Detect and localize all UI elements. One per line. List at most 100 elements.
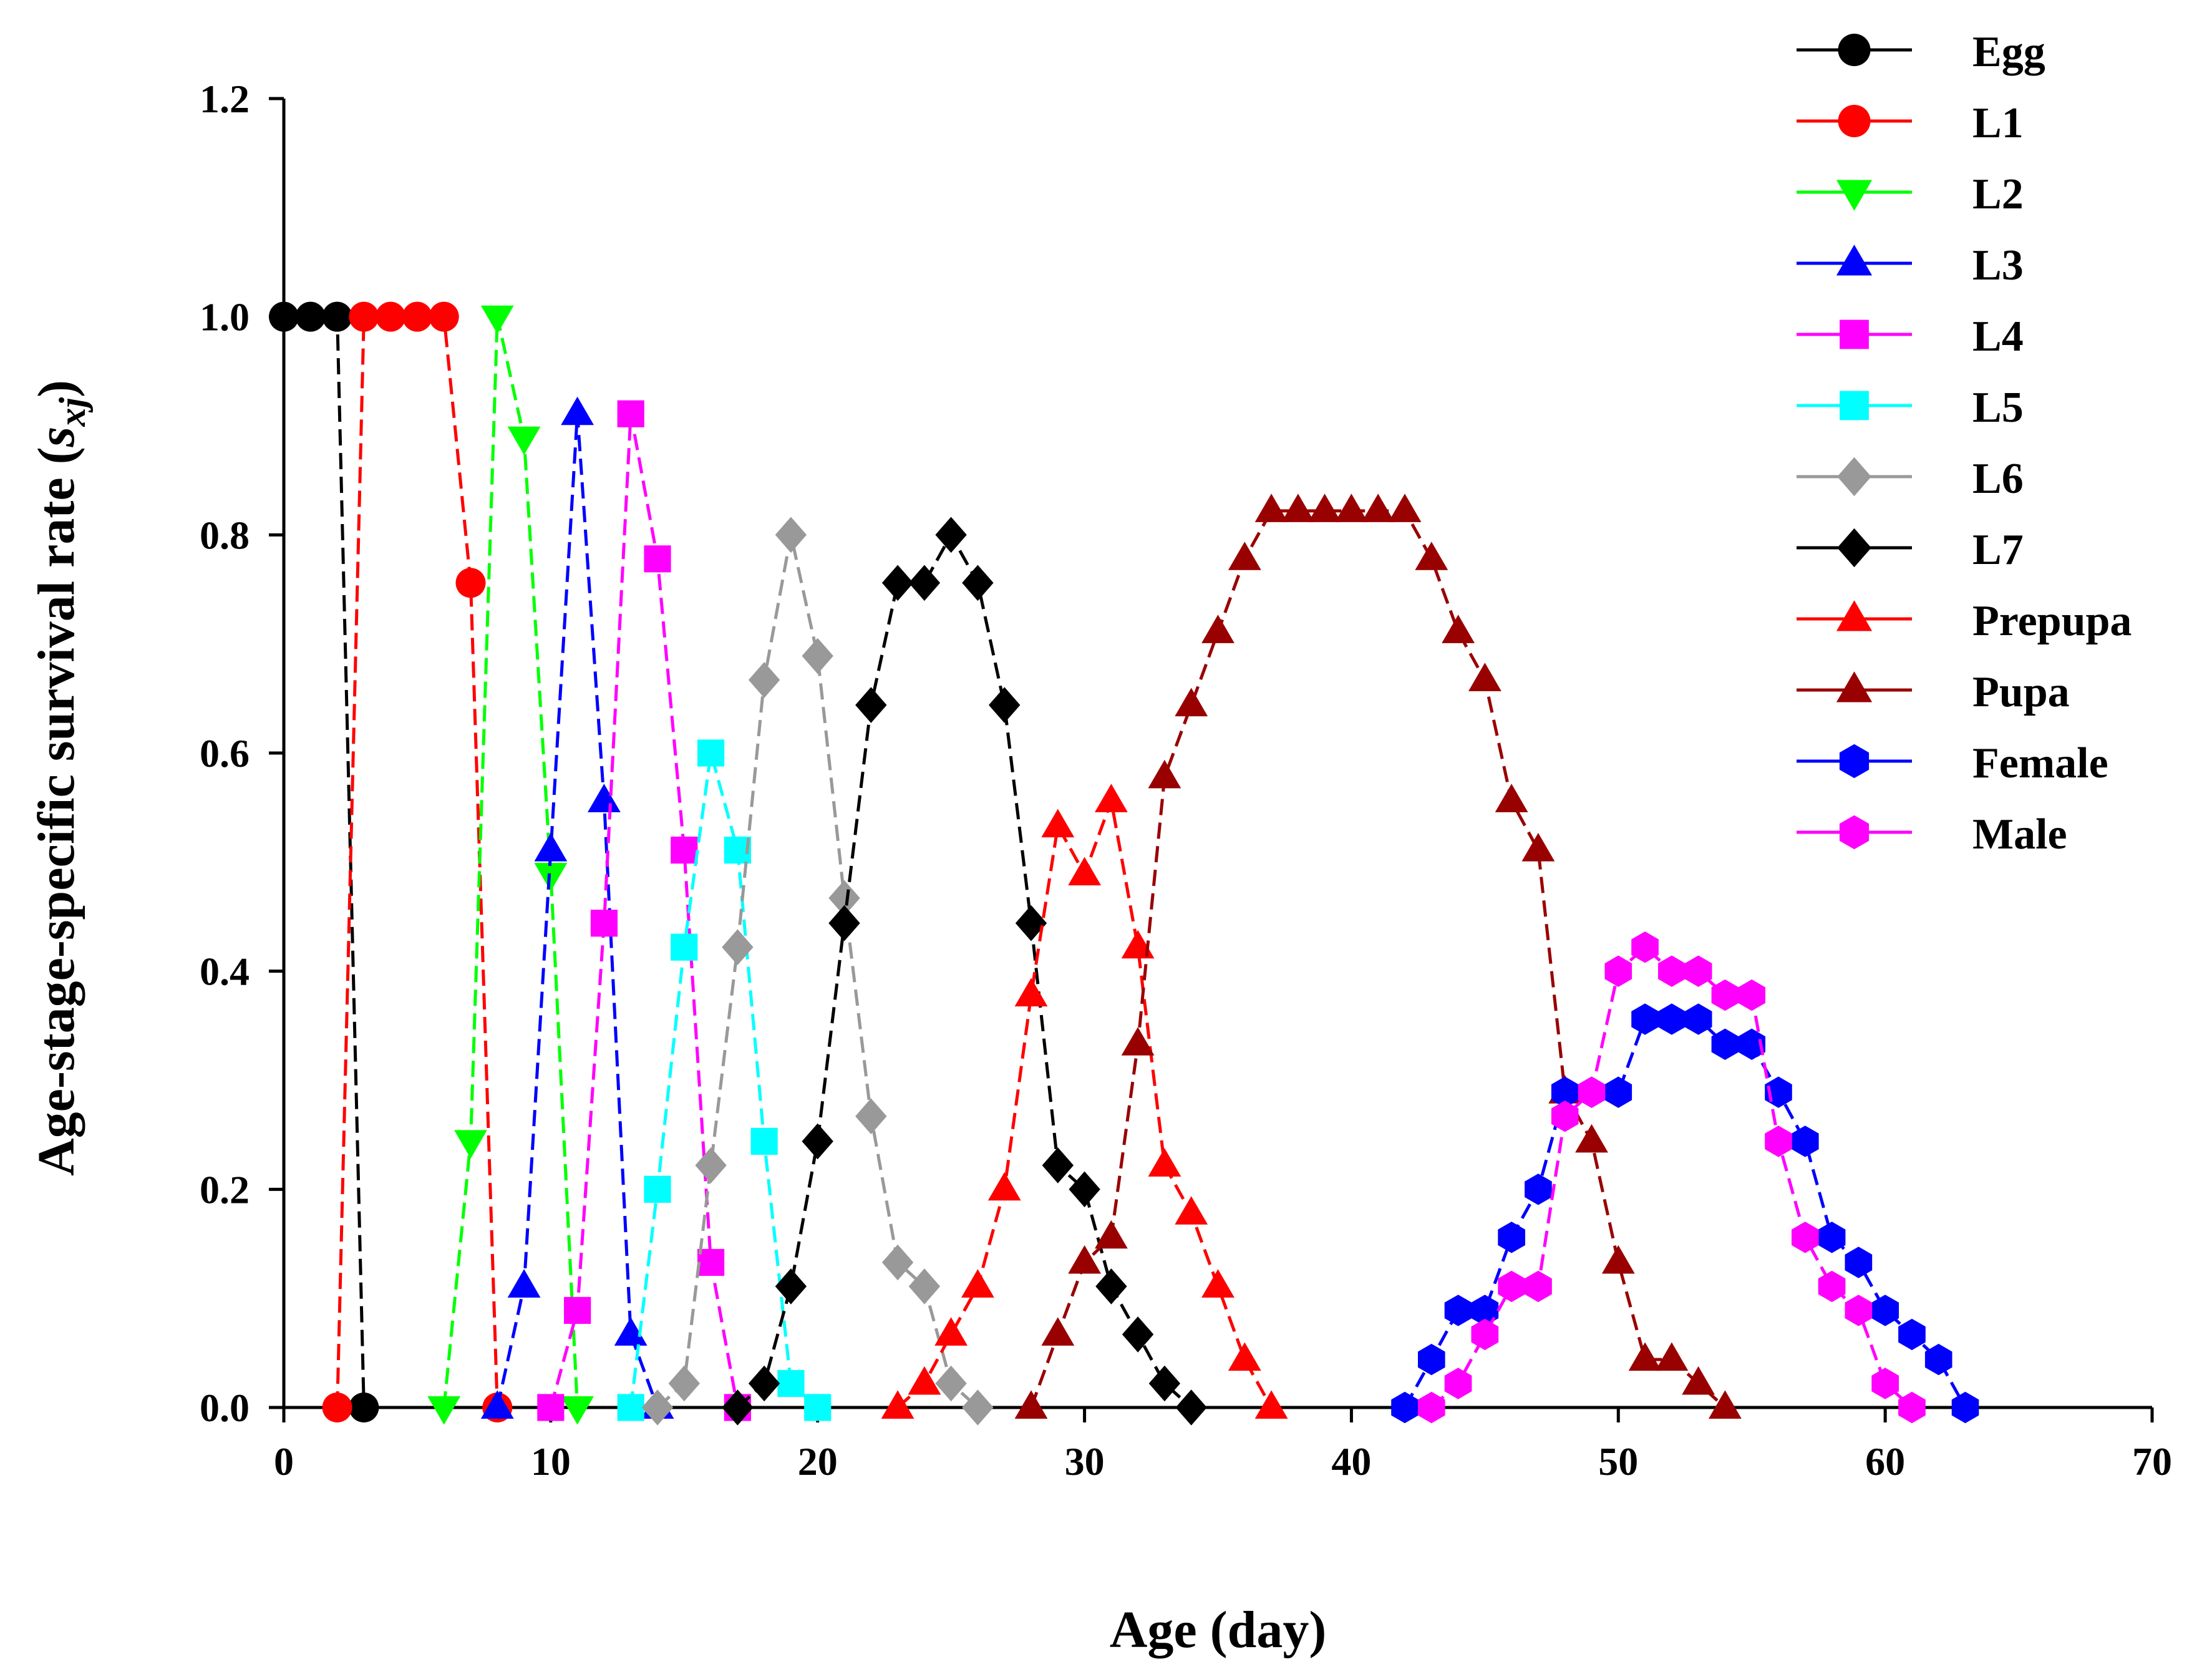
y-tick-label: 0.4 (200, 950, 250, 994)
series-l5 (617, 739, 832, 1421)
data-point-l5 (777, 1369, 805, 1398)
tick-labels: 0 10 20 30 40 50 60 70 0.0 0.2 0.4 0.6 0.8 1.0 1.2 (200, 77, 2172, 1484)
data-point-female (1498, 1222, 1525, 1253)
data-point-l6 (855, 1098, 887, 1134)
y-tick-label: 0.8 (200, 513, 250, 557)
data-point-l7 (908, 565, 941, 601)
data-point-pupa (1228, 542, 1261, 570)
data-point-l2 (507, 426, 541, 455)
data-point-female (1871, 1295, 1899, 1326)
data-point-pupa (1041, 1317, 1075, 1346)
legend-item-l2: L2 (1797, 170, 2024, 218)
data-point-l3 (507, 1269, 541, 1298)
x-tick-label: 50 (1598, 1439, 1638, 1484)
legend-marker-l2 (1836, 180, 1873, 211)
data-point-l7 (1148, 1365, 1181, 1402)
legend-label-l5: L5 (1972, 384, 2024, 432)
data-point-male (1578, 1076, 1606, 1108)
legend-label-l3: L3 (1972, 241, 2024, 289)
series-pupa (1014, 493, 1742, 1419)
data-point-egg (349, 1393, 379, 1422)
data-point-l6 (935, 1365, 967, 1402)
axes (282, 99, 2152, 1409)
legend-label-prepupa: Prepupa (1972, 597, 2132, 645)
data-point-egg (295, 301, 326, 332)
data-point-prepupa (1148, 1148, 1181, 1177)
legend-item-l6: L6 (1797, 455, 2024, 503)
data-point-l3 (561, 396, 594, 425)
data-point-female (1924, 1343, 1952, 1376)
data-point-male (1765, 1125, 1792, 1157)
x-tick-label: 0 (274, 1439, 294, 1484)
data-point-l3 (480, 1390, 514, 1419)
legend-marker-prepupa (1836, 600, 1873, 631)
legend-marker-l6 (1837, 457, 1871, 497)
data-point-l2 (534, 863, 568, 892)
data-point-male (1818, 1270, 1846, 1303)
legend-label-l2: L2 (1972, 170, 2024, 218)
data-point-female (1845, 1247, 1873, 1278)
data-point-l6 (695, 1147, 727, 1184)
data-point-l4 (644, 545, 671, 573)
data-point-female (1391, 1391, 1419, 1424)
data-point-l2 (480, 305, 514, 334)
data-point-female (1951, 1391, 1979, 1424)
data-point-egg (269, 301, 299, 332)
data-point-l7 (775, 1268, 807, 1305)
x-tick-label: 30 (1065, 1439, 1105, 1484)
data-point-pupa (1335, 493, 1368, 522)
data-point-male (1444, 1368, 1472, 1399)
data-point-female (1898, 1318, 1926, 1351)
data-point-female (1471, 1295, 1499, 1326)
data-point-pupa (1601, 1245, 1635, 1274)
legend-item-pupa: Pupa (1797, 668, 2070, 716)
data-point-l6 (802, 638, 833, 674)
data-point-prepupa (1041, 809, 1075, 838)
data-point-female (1818, 1222, 1846, 1253)
data-point-pupa (1575, 1124, 1608, 1153)
data-point-l7 (828, 905, 860, 941)
x-tick-label: 40 (1331, 1439, 1371, 1484)
data-point-l7 (1175, 1389, 1207, 1426)
data-point-l7 (855, 687, 887, 723)
x-tick-label: 70 (2132, 1439, 2172, 1484)
data-point-l4 (697, 1248, 725, 1276)
y-axis-title-prefix: Age-stage-specific survival rate ( (27, 447, 85, 1176)
legend-marker-pupa (1836, 671, 1873, 702)
data-point-female (1658, 1003, 1686, 1035)
legend-item-female: Female (1797, 739, 2108, 787)
series-line-l7 (736, 532, 1193, 1409)
data-point-female (1684, 1003, 1712, 1035)
data-point-pupa (1521, 833, 1555, 862)
data-point-l6 (641, 1389, 674, 1426)
data-point-prepupa (1014, 978, 1048, 1007)
series-l3 (480, 396, 674, 1419)
data-point-female (1525, 1174, 1552, 1205)
series-female (1391, 1003, 1979, 1424)
data-point-female (1738, 1028, 1765, 1060)
data-point-l3 (614, 1317, 648, 1346)
data-point-female (1604, 1076, 1632, 1108)
data-point-pupa (1388, 493, 1422, 522)
data-point-female (1792, 1125, 1819, 1157)
data-point-pupa (1148, 759, 1181, 789)
data-point-male (1871, 1368, 1899, 1399)
data-point-pupa (1121, 1027, 1155, 1056)
data-point-male (1551, 1101, 1579, 1132)
data-point-l7 (1015, 905, 1047, 941)
data-point-l7 (802, 1123, 833, 1160)
data-point-male (1498, 1270, 1525, 1303)
x-tick-label: 20 (798, 1439, 838, 1484)
legend-item-l3: L3 (1797, 241, 2024, 289)
data-point-l7 (1042, 1147, 1074, 1184)
data-point-prepupa (1175, 1196, 1208, 1225)
data-point-l6 (722, 929, 754, 965)
data-point-prepupa (1201, 1269, 1235, 1298)
data-point-l6 (908, 1268, 941, 1305)
legend-item-l1: L1 (1797, 99, 2024, 147)
series-l1 (322, 301, 513, 1422)
data-point-pupa (1201, 615, 1235, 643)
y-axis-title-symbol: s (27, 427, 85, 448)
data-point-l1 (402, 301, 432, 332)
data-point-l1 (429, 301, 459, 332)
